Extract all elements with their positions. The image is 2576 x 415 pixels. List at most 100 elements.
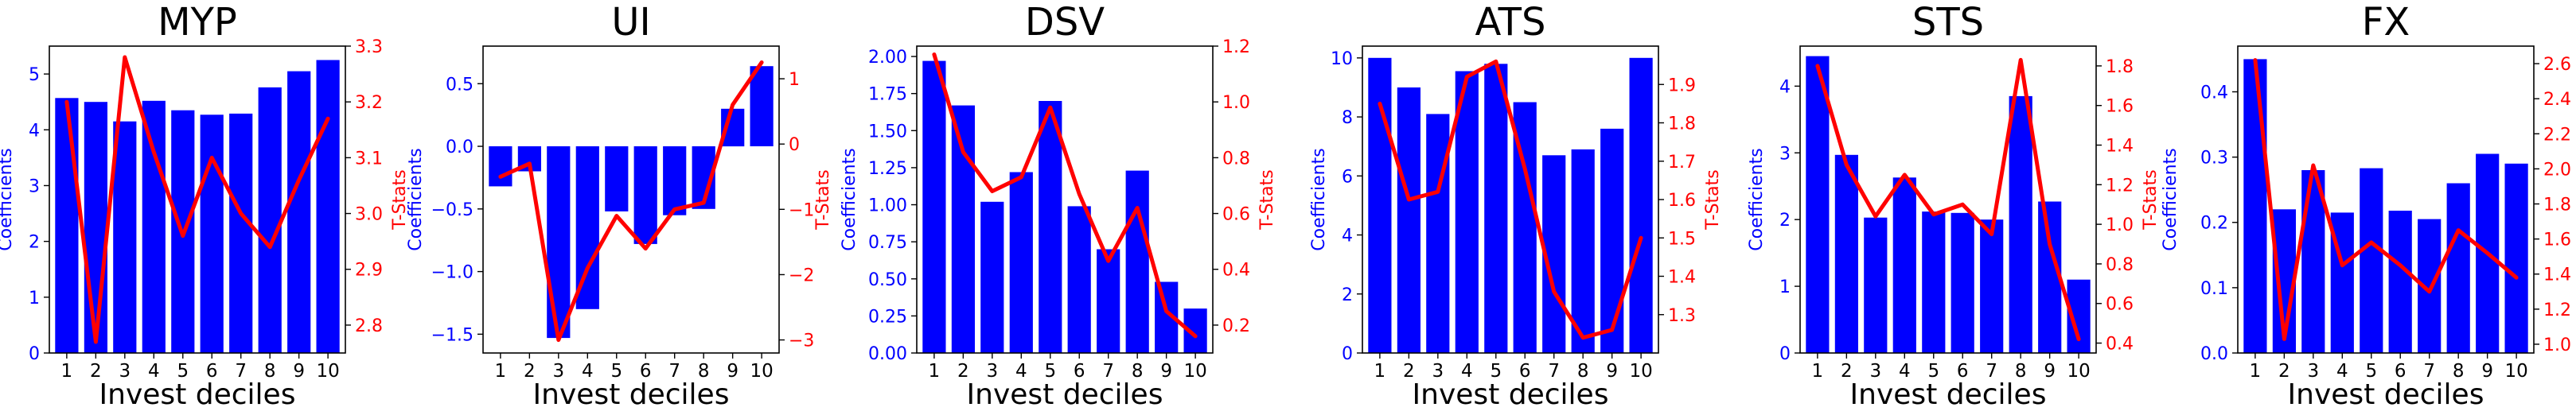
bar-5 bbox=[1922, 211, 1946, 353]
y2-tick-label: 2.2 bbox=[2543, 125, 2571, 145]
x-tick-label: 5 bbox=[610, 361, 622, 382]
bar-10 bbox=[1629, 57, 1653, 354]
y2-tick-label: 1.4 bbox=[2543, 266, 2571, 285]
bar-9 bbox=[2038, 201, 2062, 353]
y-tick-label: 4 bbox=[1342, 227, 1353, 246]
bar-5 bbox=[605, 146, 629, 211]
bar-5 bbox=[1039, 101, 1062, 353]
x-tick-label: 4 bbox=[1899, 361, 1911, 382]
y-tick-label: 0.4 bbox=[2200, 83, 2228, 103]
y2-axis-label: T-Stats bbox=[390, 169, 410, 231]
bar-7 bbox=[663, 146, 687, 215]
bar-7 bbox=[229, 113, 253, 353]
y2-tick-label: 1.2 bbox=[1222, 37, 1250, 57]
x-tick-label: 1 bbox=[2250, 361, 2262, 382]
y-tick-label: 0 bbox=[29, 344, 40, 364]
y-tick-label: 1.00 bbox=[868, 196, 907, 216]
x-tick-label: 1 bbox=[495, 361, 507, 382]
y2-tick-label: 0.8 bbox=[1222, 149, 1250, 169]
bar-5 bbox=[1484, 64, 1508, 354]
y2-tick-label: 1.9 bbox=[1668, 76, 1696, 95]
y2-tick-label: 0.4 bbox=[2106, 335, 2134, 355]
bar-6 bbox=[1067, 206, 1091, 353]
x-tick-label: 10 bbox=[316, 361, 339, 382]
x-tick-label: 7 bbox=[1548, 361, 1560, 382]
bar-4 bbox=[1892, 177, 1916, 353]
chart-panel-myp: 1 2 3 4 5 6 7 8 9 100123452.82.93.03.13.23.3MYPIn… bbox=[0, 0, 410, 411]
y-tick-label: 0.1 bbox=[2200, 279, 2228, 299]
x-tick-label: 4 bbox=[2336, 361, 2348, 382]
y2-tick-label: −3 bbox=[789, 332, 814, 351]
x-tick-label: 6 bbox=[1957, 361, 1969, 382]
y2-tick-label: 1.6 bbox=[1668, 191, 1696, 211]
y-axis-label: Coefficients bbox=[0, 148, 16, 250]
x-axis-label: Invest deciles bbox=[2288, 378, 2484, 411]
bar-3 bbox=[1426, 114, 1450, 353]
y-tick-label: 4 bbox=[1779, 77, 1791, 97]
x-tick-label: 7 bbox=[1986, 361, 1997, 382]
bar-6 bbox=[200, 114, 224, 354]
chart-panel-ui: 1 2 3 4 5 6 7 8 9 10−1.5−1.0−0.50.00.5−3−2−101UII… bbox=[406, 0, 833, 411]
y-tick-label: 8 bbox=[1342, 108, 1353, 128]
y2-tick-label: 1.2 bbox=[2543, 301, 2571, 320]
y-axis-label: Coefficients bbox=[406, 148, 426, 250]
x-tick-label: 9 bbox=[293, 361, 305, 382]
chart-title: ATS bbox=[1475, 0, 1546, 45]
bar-2 bbox=[1834, 154, 1858, 353]
t-stats-line bbox=[932, 52, 1198, 339]
x-tick-label: 5 bbox=[1490, 361, 1502, 382]
x-tick-label: 6 bbox=[1519, 361, 1531, 382]
bar-6 bbox=[1951, 212, 1974, 353]
y2-tick-label: 3.2 bbox=[355, 93, 383, 113]
x-tick-label: 8 bbox=[2015, 361, 2027, 382]
x-tick-label: 6 bbox=[640, 361, 652, 382]
y2-tick-label: 0.6 bbox=[1222, 205, 1250, 225]
bar-7 bbox=[1097, 249, 1120, 353]
plot-frame bbox=[49, 45, 346, 354]
x-tick-label: 5 bbox=[1927, 361, 1939, 382]
bar-10 bbox=[2504, 163, 2528, 353]
x-axis-label: Invest deciles bbox=[1850, 378, 2047, 411]
chart-panel-sts: 1 2 3 4 5 6 7 8 9 10012340.40.60.81.01.21.41.61.8… bbox=[1747, 0, 2161, 411]
y2-tick-label: 3.1 bbox=[355, 149, 383, 169]
y2-tick-label: 2.6 bbox=[2543, 55, 2571, 75]
x-tick-label: 3 bbox=[1432, 361, 1444, 382]
x-tick-label: 8 bbox=[1132, 361, 1144, 382]
x-tick-label: 10 bbox=[2504, 361, 2527, 382]
chart-panel-fx: 1 2 3 4 5 6 7 8 9 10 0.0 0.1 0.2 0.3 0.4 1.0 1.2 1.4 1.6 1.… bbox=[2161, 0, 2571, 411]
x-tick-label: 6 bbox=[1074, 361, 1085, 382]
x-tick-label: 7 bbox=[2423, 361, 2435, 382]
y2-tick-label: 1.4 bbox=[1668, 268, 1696, 288]
y2-axis-label: T-Stats bbox=[2141, 169, 2161, 231]
y2-tick-label: 0 bbox=[789, 135, 800, 155]
y2-tick-label: 1.6 bbox=[2543, 231, 2571, 250]
bar-2 bbox=[1397, 87, 1421, 353]
y2-tick-label: 1.7 bbox=[1668, 153, 1696, 173]
x-tick-label: 4 bbox=[1015, 361, 1027, 382]
y2-tick-label: 1.8 bbox=[2106, 57, 2134, 77]
x-axis-label: Invest deciles bbox=[99, 378, 296, 411]
x-tick-label: 3 bbox=[2308, 361, 2320, 382]
x-tick-label: 10 bbox=[1629, 361, 1652, 382]
y-tick-label: 0.0 bbox=[446, 138, 474, 157]
y2-tick-label: 1.8 bbox=[2543, 196, 2571, 215]
y2-tick-label: 0.6 bbox=[2106, 295, 2134, 315]
chart-panel-ats: 1 2 3 4 5 6 7 8 9 1002468101.31.41.51.61.71.81.9A… bbox=[1309, 0, 1723, 411]
y2-tick-label: 2.0 bbox=[2543, 160, 2571, 180]
x-axis-label: Invest deciles bbox=[533, 378, 730, 411]
x-tick-label: 6 bbox=[206, 361, 218, 382]
y2-axis-label: T-Stats bbox=[813, 169, 833, 231]
x-tick-label: 1 bbox=[929, 361, 941, 382]
y2-tick-label: 0.4 bbox=[1222, 261, 1250, 281]
x-tick-label: 3 bbox=[1870, 361, 1882, 382]
y-tick-label: 2.00 bbox=[868, 48, 907, 68]
y-tick-label: 0 bbox=[1342, 344, 1353, 364]
bar-8 bbox=[2009, 95, 2032, 354]
x-tick-label: 8 bbox=[2453, 361, 2465, 382]
bar-4 bbox=[1009, 172, 1033, 353]
x-tick-label: 7 bbox=[668, 361, 680, 382]
y-tick-label: 0 bbox=[1779, 344, 1791, 364]
bar-4 bbox=[142, 100, 166, 354]
y-tick-label: 2 bbox=[1342, 285, 1353, 305]
x-tick-label: 7 bbox=[235, 361, 247, 382]
